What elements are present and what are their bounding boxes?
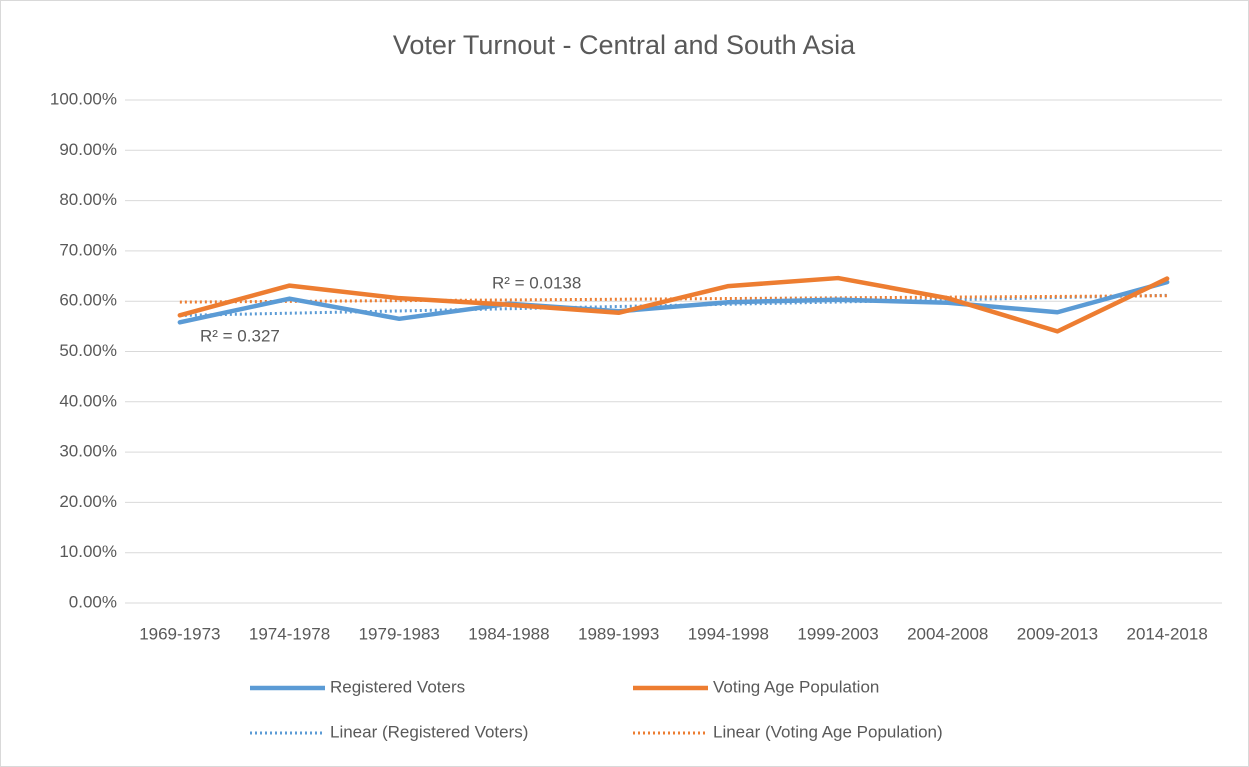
x-tick-label: 2009-2013: [1017, 624, 1098, 643]
y-tick-label: 30.00%: [59, 442, 117, 461]
y-tick-label: 80.00%: [59, 190, 117, 209]
x-tick-label: 1969-1973: [139, 624, 220, 643]
trendline-r2-label: R² = 0.0138: [492, 273, 581, 292]
y-tick-label: 90.00%: [59, 140, 117, 159]
y-tick-label: 70.00%: [59, 240, 117, 259]
y-tick-label: 40.00%: [59, 391, 117, 410]
y-tick-label: 100.00%: [50, 89, 117, 108]
legend-label: Registered Voters: [330, 677, 465, 696]
y-tick-label: 50.00%: [59, 341, 117, 360]
x-tick-label: 1984-1988: [468, 624, 549, 643]
x-tick-label: 1994-1998: [688, 624, 769, 643]
x-tick-label: 1989-1993: [578, 624, 659, 643]
y-tick-label: 10.00%: [59, 542, 117, 561]
x-tick-label: 1974-1978: [249, 624, 330, 643]
legend-label: Voting Age Population: [713, 677, 879, 696]
trendline-r2-label: R² = 0.327: [200, 326, 280, 345]
x-tick-label: 1979-1983: [359, 624, 440, 643]
legend-label: Linear (Registered Voters): [330, 722, 528, 741]
chart-title: Voter Turnout - Central and South Asia: [393, 30, 856, 60]
y-tick-label: 20.00%: [59, 492, 117, 511]
x-tick-label: 2004-2008: [907, 624, 988, 643]
legend-label: Linear (Voting Age Population): [713, 722, 943, 741]
y-tick-label: 0.00%: [69, 592, 117, 611]
data-line: [177, 275, 1170, 334]
x-tick-label: 1999-2003: [797, 624, 878, 643]
data-line: [177, 279, 1170, 325]
y-tick-label: 60.00%: [59, 291, 117, 310]
x-tick-label: 2014-2018: [1126, 624, 1207, 643]
